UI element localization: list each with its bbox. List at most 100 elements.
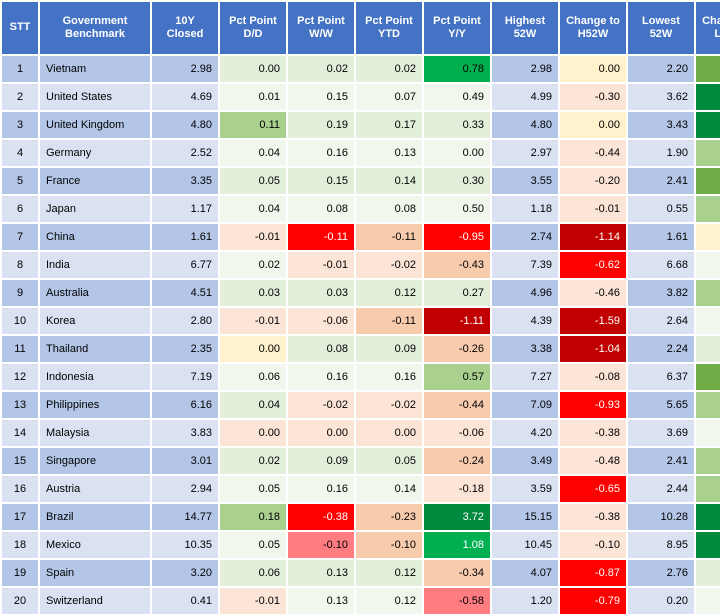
cell-yy: 0.30 [423,167,491,195]
cell-ch52: -1.04 [559,335,627,363]
cell-stt: 17 [1,503,39,531]
cell-ytd: 0.16 [355,363,423,391]
cell-cl52: 0.51 [695,391,720,419]
cell-closed: 2.98 [151,55,219,83]
cell-l52: 2.64 [627,307,695,335]
col-header: Pct Point W/W [287,1,355,55]
table-body: 1Vietnam2.980.000.020.020.782.980.002.20… [1,55,720,615]
cell-closed: 7.19 [151,363,219,391]
cell-ytd: 0.12 [355,587,423,615]
cell-cl52: 1.40 [695,531,720,559]
cell-h52: 4.20 [491,419,559,447]
cell-ytd: 0.07 [355,83,423,111]
cell-h52: 2.97 [491,139,559,167]
cell-l52: 2.41 [627,447,695,475]
cell-l52: 1.61 [627,223,695,251]
cell-dd: 0.05 [219,167,287,195]
col-header: Change to H52W [559,1,627,55]
cell-h52: 4.80 [491,111,559,139]
cell-l52: 6.37 [627,363,695,391]
cell-l52: 2.20 [627,55,695,83]
table-row: 16Austria2.940.050.160.14-0.183.59-0.652… [1,475,720,503]
cell-ww: 0.08 [287,195,355,223]
cell-ch52: -0.93 [559,391,627,419]
benchmark-table: STTGovernment Benchmark10Y ClosedPct Poi… [0,0,720,616]
cell-yy: -0.06 [423,419,491,447]
cell-ww: 0.19 [287,111,355,139]
cell-yy: 0.27 [423,279,491,307]
cell-stt: 15 [1,447,39,475]
cell-ytd: -0.11 [355,307,423,335]
cell-closed: 4.51 [151,279,219,307]
cell-closed: 3.35 [151,167,219,195]
cell-yy: 0.00 [423,139,491,167]
cell-closed: 6.77 [151,251,219,279]
cell-closed: 2.52 [151,139,219,167]
cell-ch52: -0.44 [559,139,627,167]
col-header: Lowest 52W [627,1,695,55]
cell-ww: 0.02 [287,55,355,83]
cell-ytd: -0.10 [355,531,423,559]
cell-ww: 0.13 [287,559,355,587]
cell-ytd: 0.13 [355,139,423,167]
cell-country: Japan [39,195,151,223]
table-row: 14Malaysia3.830.000.000.00-0.064.20-0.38… [1,419,720,447]
cell-ch52: -1.14 [559,223,627,251]
cell-country: United States [39,83,151,111]
cell-h52: 2.74 [491,223,559,251]
cell-ww: 0.00 [287,419,355,447]
cell-stt: 19 [1,559,39,587]
cell-ch52: -0.30 [559,83,627,111]
cell-stt: 3 [1,111,39,139]
cell-country: China [39,223,151,251]
cell-yy: 0.33 [423,111,491,139]
cell-dd: 0.00 [219,335,287,363]
cell-stt: 13 [1,391,39,419]
cell-ww: 0.15 [287,83,355,111]
cell-ch52: -0.38 [559,419,627,447]
cell-ww: 0.09 [287,447,355,475]
cell-yy: 3.72 [423,503,491,531]
cell-l52: 10.28 [627,503,695,531]
cell-stt: 6 [1,195,39,223]
cell-yy: -0.24 [423,447,491,475]
cell-ytd: 0.14 [355,167,423,195]
cell-stt: 4 [1,139,39,167]
cell-l52: 1.90 [627,139,695,167]
cell-stt: 20 [1,587,39,615]
cell-cl52: 0.00 [695,223,720,251]
cell-h52: 3.59 [491,475,559,503]
table-row: 7China1.61-0.01-0.11-0.11-0.952.74-1.141… [1,223,720,251]
cell-l52: 3.43 [627,111,695,139]
cell-cl52: 0.62 [695,195,720,223]
cell-yy: -0.58 [423,587,491,615]
cell-cl52: 1.37 [695,111,720,139]
cell-country: Australia [39,279,151,307]
cell-yy: -0.34 [423,559,491,587]
col-header: Highest 52W [491,1,559,55]
cell-stt: 18 [1,531,39,559]
cell-closed: 14.77 [151,503,219,531]
cell-ch52: -0.62 [559,251,627,279]
cell-ww: 0.13 [287,587,355,615]
cell-yy: 0.49 [423,83,491,111]
cell-country: France [39,167,151,195]
cell-stt: 1 [1,55,39,83]
cell-cl52: 0.44 [695,559,720,587]
cell-dd: 0.06 [219,363,287,391]
table-row: 4Germany2.520.040.160.130.002.97-0.441.9… [1,139,720,167]
cell-ww: -0.10 [287,531,355,559]
cell-country: United Kingdom [39,111,151,139]
cell-h52: 10.45 [491,531,559,559]
cell-yy: 1.08 [423,531,491,559]
cell-country: Malaysia [39,419,151,447]
cell-l52: 3.62 [627,83,695,111]
table-row: 19Spain3.200.060.130.12-0.344.07-0.872.7… [1,559,720,587]
cell-country: Philippines [39,391,151,419]
cell-cl52: 0.09 [695,251,720,279]
cell-closed: 3.01 [151,447,219,475]
cell-yy: 0.78 [423,55,491,83]
cell-l52: 3.82 [627,279,695,307]
table-row: 3United Kingdom4.800.110.190.170.334.800… [1,111,720,139]
table-row: 6Japan1.170.040.080.080.501.18-0.010.550… [1,195,720,223]
